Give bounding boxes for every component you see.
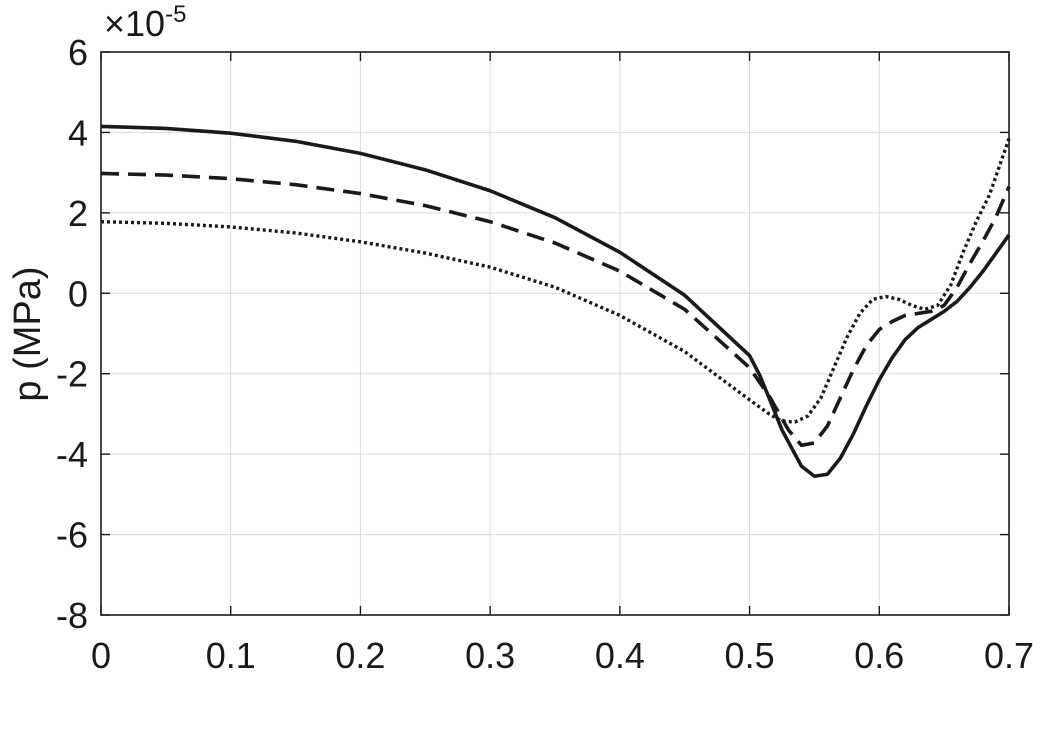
y-tick-label: 0 — [68, 273, 88, 314]
y-exponent-power: -5 — [165, 1, 186, 28]
x-tick-label: 0.6 — [854, 635, 904, 676]
series-line-dotted — [100, 137, 1011, 424]
series-line-solid — [100, 124, 1011, 479]
x-tick-label: 0 — [91, 635, 111, 676]
y-tick-label: -8 — [56, 595, 88, 636]
x-tick-label: 0.4 — [595, 635, 645, 676]
y-tick-labels: -8 -6 -4 -2 0 2 4 6 — [56, 32, 88, 636]
plot-frame — [100, 51, 1010, 616]
x-tick-label: 0.3 — [465, 635, 515, 676]
y-exponent-base: ×10 — [104, 3, 165, 44]
x-tick-label: 0.5 — [725, 635, 775, 676]
y-tick-label: -4 — [56, 434, 88, 475]
y-tick-label: 4 — [68, 112, 88, 153]
y-tick-label: 6 — [68, 32, 88, 73]
y-exponent-label: ×10-5 — [104, 1, 186, 44]
y-tick-label: -2 — [56, 354, 88, 395]
series-lines — [100, 124, 1011, 479]
y-axis-label: p (MPa) — [7, 266, 49, 401]
x-tick-labels: 0 0.1 0.2 0.3 0.4 0.5 0.6 0.7 — [91, 635, 1034, 676]
y-tick-label: -6 — [56, 515, 88, 556]
x-tick-label: 0.2 — [335, 635, 385, 676]
series-line-dashed — [100, 171, 1011, 448]
grid-lines — [100, 51, 1010, 616]
x-tick-label: 0.1 — [206, 635, 256, 676]
y-tick-label: 2 — [68, 193, 88, 234]
axis-ticks — [100, 51, 1010, 616]
x-tick-label: 0.7 — [984, 635, 1034, 676]
